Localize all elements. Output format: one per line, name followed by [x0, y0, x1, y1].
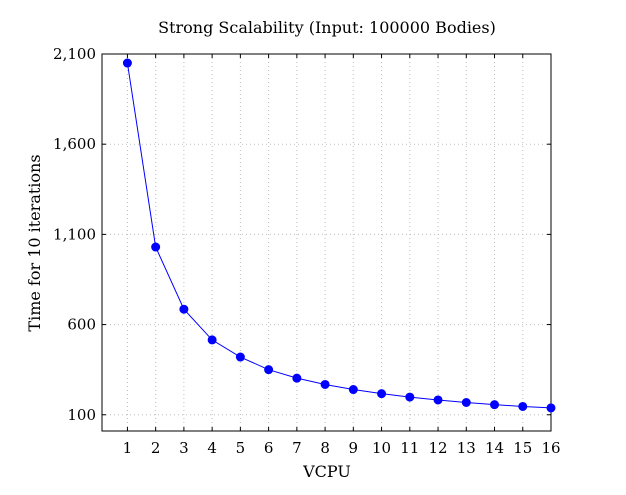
data-point: [292, 373, 302, 383]
x-tick-label: 1: [123, 439, 133, 457]
data-points: [122, 58, 556, 413]
x-tick-label: 8: [320, 439, 330, 457]
y-tick-label: 600: [67, 316, 96, 334]
data-point: [207, 335, 217, 345]
data-point: [264, 365, 274, 375]
series-line: [126, 62, 552, 409]
x-tick-label: 15: [513, 439, 532, 457]
x-axis-label: VCPU: [302, 462, 351, 481]
data-point: [122, 58, 132, 68]
data-point: [151, 242, 161, 252]
data-point: [490, 400, 500, 410]
y-tick-label: 2,100: [53, 45, 96, 63]
x-tick-label: 5: [236, 439, 246, 457]
data-point: [348, 385, 358, 395]
data-point: [179, 304, 189, 314]
chart-title: Strong Scalability (Input: 100000 Bodies…: [158, 18, 496, 37]
data-point: [546, 403, 556, 413]
y-tick-label: 100: [67, 406, 96, 424]
data-point: [235, 352, 245, 362]
data-point: [377, 389, 387, 399]
x-tick-label: 2: [151, 439, 161, 457]
x-tick-label: 11: [400, 439, 419, 457]
x-tick-label: 4: [207, 439, 217, 457]
x-tick-label: 10: [372, 439, 391, 457]
data-point: [433, 395, 443, 405]
x-tick-label: 13: [457, 439, 476, 457]
ticks: 1 2 3 4 5 6 7 8 9 10 11 12 13 14 15 161006001,1001,6002…: [53, 45, 561, 457]
x-tick-label: 9: [349, 439, 359, 457]
y-axis-label: Time for 10 iterations: [25, 154, 44, 331]
data-point: [461, 397, 471, 407]
x-tick-label: 7: [292, 439, 302, 457]
x-tick-label: 6: [264, 439, 274, 457]
y-tick-label: 1,100: [53, 225, 96, 243]
x-tick-label: 12: [428, 439, 447, 457]
data-point: [518, 401, 528, 411]
data-point: [405, 392, 415, 402]
x-tick-label: 14: [485, 439, 504, 457]
plot-frame: [101, 53, 552, 432]
y-tick-label: 1,600: [53, 135, 96, 153]
grid: [102, 53, 552, 431]
data-point: [320, 379, 330, 389]
x-tick-label: 16: [541, 439, 560, 457]
x-tick-label: 3: [179, 439, 189, 457]
